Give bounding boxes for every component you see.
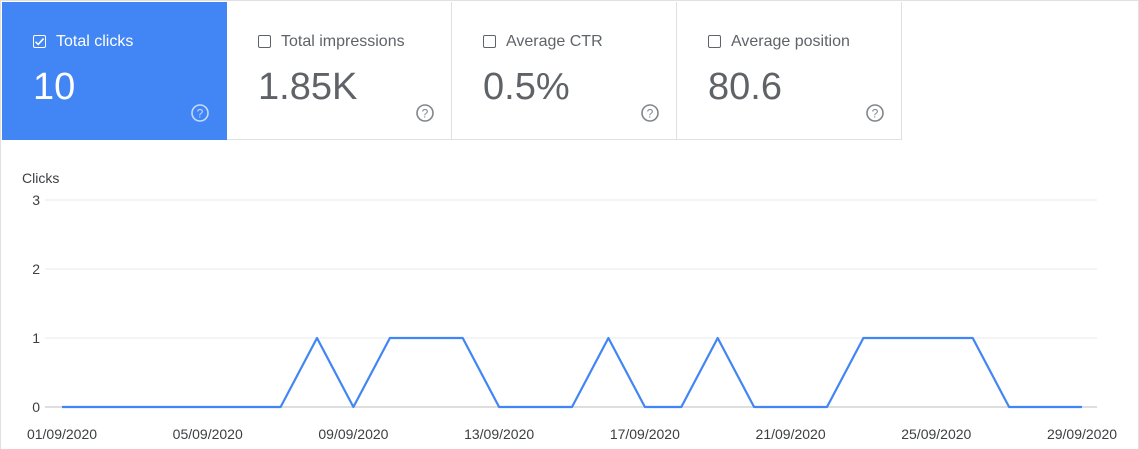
checkbox-unchecked-icon[interactable]: [708, 35, 721, 48]
metric-card-total-clicks[interactable]: Total clicks 10 ?: [2, 2, 227, 140]
y-tick-label: 3: [32, 192, 40, 208]
help-icon[interactable]: ?: [640, 103, 660, 123]
x-tick-label: 29/09/2020: [1047, 426, 1117, 442]
metric-label: Average position: [731, 33, 850, 50]
chart-grid: [45, 199, 1097, 408]
checkbox-unchecked-icon[interactable]: [483, 35, 496, 48]
svg-text:?: ?: [422, 107, 429, 121]
x-tick-label: 13/09/2020: [464, 426, 534, 442]
y-tick-label: 1: [32, 330, 40, 346]
help-icon[interactable]: ?: [865, 103, 885, 123]
y-axis-title: Clicks: [22, 170, 60, 186]
metric-value: 0.5%: [483, 66, 570, 108]
metric-card-average-ctr[interactable]: Average CTR 0.5% ?: [452, 2, 677, 140]
x-axis-ticks: 01/09/2020 05/09/2020 09/09/2020 13/09/2020…: [27, 426, 1117, 442]
x-tick-label: 25/09/2020: [901, 426, 971, 442]
checkbox-checked-icon[interactable]: [33, 35, 46, 48]
x-tick-label: 21/09/2020: [756, 426, 826, 442]
x-tick-label: 17/09/2020: [610, 426, 680, 442]
checkbox-unchecked-icon[interactable]: [258, 35, 271, 48]
series-line-clicks: [62, 336, 1082, 409]
metric-label: Total clicks: [56, 33, 134, 50]
x-tick-label: 01/09/2020: [27, 426, 97, 442]
y-tick-label: 0: [32, 399, 40, 415]
y-axis-ticks: 0 1 2 3: [32, 192, 40, 415]
metric-card-average-position[interactable]: Average position 80.6 ?: [677, 2, 902, 140]
y-tick-label: 2: [32, 261, 40, 277]
metric-cards: Total clicks 10 ? Total impressions 1.85…: [2, 2, 902, 140]
metric-label: Average CTR: [506, 33, 603, 50]
metric-value: 1.85K: [258, 66, 358, 108]
metric-card-total-impressions[interactable]: Total impressions 1.85K ?: [227, 2, 452, 140]
x-tick-label: 09/09/2020: [318, 426, 388, 442]
metric-value: 10: [33, 66, 76, 108]
svg-text:?: ?: [647, 107, 654, 121]
help-icon[interactable]: ?: [415, 103, 435, 123]
x-tick-label: 05/09/2020: [173, 426, 243, 442]
metric-value: 80.6: [708, 66, 782, 108]
help-icon[interactable]: ?: [190, 103, 210, 123]
metric-label: Total impressions: [281, 33, 405, 50]
svg-text:?: ?: [197, 107, 204, 121]
svg-text:?: ?: [872, 107, 879, 121]
clicks-line-chart: 0 1 2 3 01/09/2020 05/09/2020 09/09/2020 13/09…: [27, 192, 1117, 442]
